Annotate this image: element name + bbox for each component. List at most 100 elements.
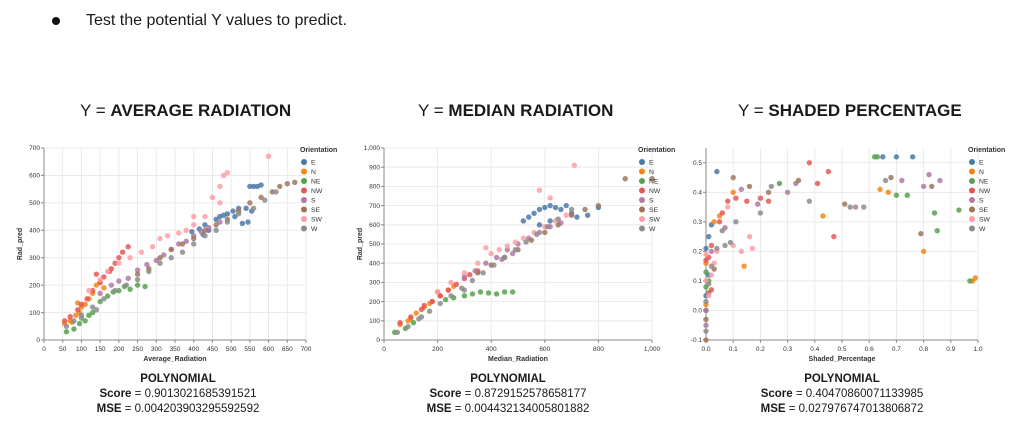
- data-point-nw: [78, 301, 85, 308]
- data-point-w: [101, 296, 107, 302]
- score-label: Score: [99, 388, 132, 400]
- x-tick-label: 0.3: [783, 346, 792, 353]
- bullet-text: Test the potential Y values to predict.: [86, 12, 347, 29]
- y-tick-label: 300: [29, 255, 40, 262]
- data-point-nw: [467, 272, 473, 278]
- data-point-ne: [485, 290, 492, 296]
- x-tick-label: 100: [76, 346, 87, 353]
- legend-label-e: E: [649, 159, 654, 166]
- data-point-sw: [571, 162, 577, 168]
- legend-swatch-n: [301, 168, 307, 175]
- legend-label-n: N: [649, 169, 654, 176]
- data-point-ne: [469, 291, 476, 297]
- data-point-w: [250, 205, 257, 212]
- data-point-s: [708, 248, 715, 255]
- data-point-ne: [904, 192, 910, 198]
- y-tick-label: 500: [369, 241, 380, 248]
- data-point-w: [213, 227, 219, 233]
- data-point-sw: [749, 245, 755, 252]
- legend-swatch-sw: [301, 216, 307, 222]
- data-point-ne: [931, 210, 938, 216]
- model-name: POLYNOMIAL: [470, 373, 546, 385]
- data-point-nw: [119, 249, 126, 255]
- y-tick-label: 0: [376, 337, 380, 344]
- data-point-w: [146, 268, 152, 275]
- legend-swatch-e: [639, 159, 645, 165]
- data-point-n: [972, 275, 978, 281]
- data-point-w: [534, 231, 540, 238]
- data-point-se: [555, 222, 561, 228]
- data-point-sw: [217, 200, 223, 206]
- data-point-e: [880, 154, 886, 160]
- score-value: = 0.9013021685391521: [134, 388, 257, 400]
- data-point-sw: [708, 272, 715, 278]
- legend-label-se: SE: [649, 207, 659, 214]
- metrics-average: POLYNOMIAL Score = 0.9013021685391521 MS…: [88, 372, 268, 417]
- data-point-ne: [97, 298, 103, 305]
- y-tick-label: 500: [29, 200, 40, 207]
- data-point-w: [191, 241, 197, 247]
- model-name: POLYNOMIAL: [804, 373, 880, 385]
- data-point-s: [493, 254, 500, 261]
- data-point-s: [703, 307, 709, 314]
- data-point-w: [722, 242, 728, 249]
- data-point-ne: [509, 289, 516, 295]
- data-point-e: [250, 183, 257, 190]
- title-bold: SHADED PERCENTAGE: [768, 101, 962, 120]
- x-tick-label: 600: [539, 346, 550, 353]
- data-point-sw: [217, 183, 223, 190]
- data-point-sw: [475, 260, 481, 266]
- y-tick-label: 200: [369, 299, 380, 306]
- data-point-s: [144, 261, 150, 268]
- data-point-nw: [93, 271, 100, 277]
- mse-value: = 0.027976747013806872: [788, 403, 924, 415]
- data-point-se: [258, 194, 264, 201]
- data-point-ne: [477, 289, 484, 295]
- data-point-se: [269, 189, 276, 195]
- data-point-se: [795, 177, 802, 184]
- legend-label-e: E: [979, 159, 984, 166]
- legend-swatch-se: [301, 206, 307, 213]
- legend-swatch-nw: [639, 187, 645, 194]
- x-tick-label: 200: [113, 346, 124, 353]
- legend-label-nw: NW: [311, 188, 323, 195]
- data-point-w: [437, 300, 443, 307]
- legend-swatch-e: [301, 159, 307, 165]
- title-prefix: Y =: [80, 101, 111, 120]
- data-point-se: [157, 255, 163, 261]
- data-point-w: [491, 262, 497, 268]
- data-point-w: [93, 307, 100, 313]
- data-point-w: [555, 216, 561, 222]
- data-point-s: [108, 282, 115, 288]
- data-point-n: [711, 219, 717, 225]
- data-point-sw: [496, 247, 502, 253]
- x-tick-label: 300: [151, 346, 162, 353]
- data-point-nw: [831, 233, 837, 240]
- x-tick-label: 0.5: [837, 346, 846, 353]
- data-point-w: [405, 323, 411, 330]
- data-point-sw: [725, 204, 731, 210]
- panel-title-median: Y = MEDIAN RADIATION: [418, 101, 613, 121]
- legend-title: Orientation: [968, 147, 1005, 154]
- data-point-w: [202, 233, 208, 239]
- data-point-s: [153, 257, 159, 264]
- data-point-s: [926, 171, 932, 178]
- legend-label-sw: SW: [649, 216, 661, 223]
- y-tick-label: 0.1: [693, 278, 702, 285]
- data-point-sw: [547, 195, 553, 201]
- title-bold: AVERAGE RADIATION: [110, 101, 292, 120]
- legend-swatch-ne: [969, 178, 975, 184]
- data-point-se: [888, 174, 894, 181]
- data-point-se: [842, 201, 848, 207]
- data-point-nw: [116, 255, 122, 261]
- data-point-nw: [453, 281, 460, 288]
- data-point-ne: [134, 282, 141, 288]
- data-point-nw: [125, 244, 131, 250]
- data-point-ne: [442, 296, 449, 303]
- data-point-e: [536, 206, 543, 213]
- y-axis-label: Rad_pred: [357, 228, 364, 260]
- data-point-w: [703, 298, 709, 305]
- legend-label-s: S: [649, 197, 654, 204]
- data-point-w: [123, 282, 130, 288]
- y-tick-label: 700: [29, 145, 40, 152]
